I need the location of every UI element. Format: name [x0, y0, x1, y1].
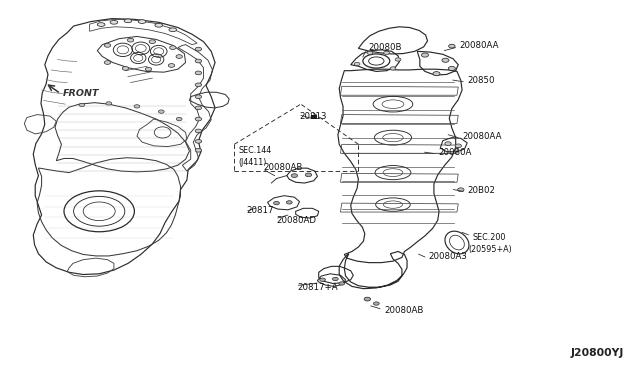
- Text: 20080AB: 20080AB: [384, 307, 424, 315]
- Ellipse shape: [455, 144, 461, 148]
- Ellipse shape: [104, 61, 111, 64]
- Ellipse shape: [124, 19, 132, 23]
- Ellipse shape: [134, 105, 140, 108]
- Ellipse shape: [291, 174, 298, 177]
- Text: 20080A3: 20080A3: [429, 252, 468, 261]
- Ellipse shape: [339, 282, 344, 285]
- Bar: [311, 115, 317, 119]
- Ellipse shape: [122, 67, 129, 70]
- Text: J20800YJ: J20800YJ: [571, 348, 624, 358]
- Ellipse shape: [448, 67, 456, 71]
- Ellipse shape: [364, 297, 371, 301]
- Ellipse shape: [433, 71, 440, 76]
- Ellipse shape: [374, 302, 380, 305]
- Text: 20080AA: 20080AA: [460, 41, 499, 50]
- Text: 20080AA: 20080AA: [462, 132, 502, 141]
- Ellipse shape: [287, 201, 292, 204]
- Ellipse shape: [110, 20, 118, 24]
- Ellipse shape: [195, 59, 202, 63]
- Ellipse shape: [79, 103, 85, 106]
- Text: 20817+A: 20817+A: [297, 283, 337, 292]
- Text: 20080A: 20080A: [438, 148, 472, 157]
- Ellipse shape: [169, 28, 177, 32]
- Ellipse shape: [127, 38, 134, 42]
- Ellipse shape: [106, 102, 112, 105]
- Ellipse shape: [390, 67, 396, 70]
- Ellipse shape: [367, 51, 372, 55]
- Text: 20813: 20813: [300, 112, 327, 121]
- Ellipse shape: [168, 64, 175, 67]
- Ellipse shape: [449, 44, 455, 48]
- Ellipse shape: [422, 53, 429, 57]
- Ellipse shape: [138, 20, 146, 23]
- Ellipse shape: [195, 140, 202, 143]
- Ellipse shape: [320, 278, 326, 282]
- Ellipse shape: [104, 44, 111, 47]
- Text: (20595+A): (20595+A): [468, 246, 512, 254]
- Ellipse shape: [195, 47, 202, 51]
- Ellipse shape: [333, 278, 339, 281]
- Ellipse shape: [176, 55, 182, 58]
- Ellipse shape: [274, 202, 280, 205]
- Ellipse shape: [445, 142, 451, 145]
- Text: 20B02: 20B02: [467, 186, 495, 195]
- Ellipse shape: [195, 106, 202, 110]
- Ellipse shape: [145, 67, 152, 71]
- Ellipse shape: [305, 173, 312, 177]
- Text: 20850: 20850: [467, 76, 495, 85]
- Ellipse shape: [195, 129, 202, 133]
- Ellipse shape: [442, 58, 449, 62]
- Text: 20817: 20817: [246, 206, 274, 215]
- Ellipse shape: [155, 23, 163, 27]
- Ellipse shape: [170, 46, 176, 49]
- Text: 20080B: 20080B: [369, 43, 402, 52]
- Ellipse shape: [177, 118, 182, 121]
- Ellipse shape: [149, 40, 156, 44]
- Ellipse shape: [396, 58, 401, 61]
- Ellipse shape: [355, 62, 360, 65]
- Ellipse shape: [458, 188, 464, 192]
- Text: FRONT: FRONT: [63, 89, 99, 98]
- Ellipse shape: [158, 110, 164, 113]
- Ellipse shape: [97, 23, 105, 26]
- Ellipse shape: [195, 95, 202, 99]
- Ellipse shape: [195, 83, 202, 87]
- Text: 20080AD: 20080AD: [276, 216, 317, 225]
- Ellipse shape: [384, 51, 390, 55]
- Ellipse shape: [195, 148, 202, 152]
- Text: SEC.144: SEC.144: [238, 146, 271, 155]
- Ellipse shape: [195, 71, 202, 75]
- Text: 20080AB: 20080AB: [264, 163, 303, 172]
- Text: (J4411): (J4411): [238, 158, 266, 167]
- Ellipse shape: [195, 117, 202, 121]
- Text: SEC.200: SEC.200: [472, 233, 506, 242]
